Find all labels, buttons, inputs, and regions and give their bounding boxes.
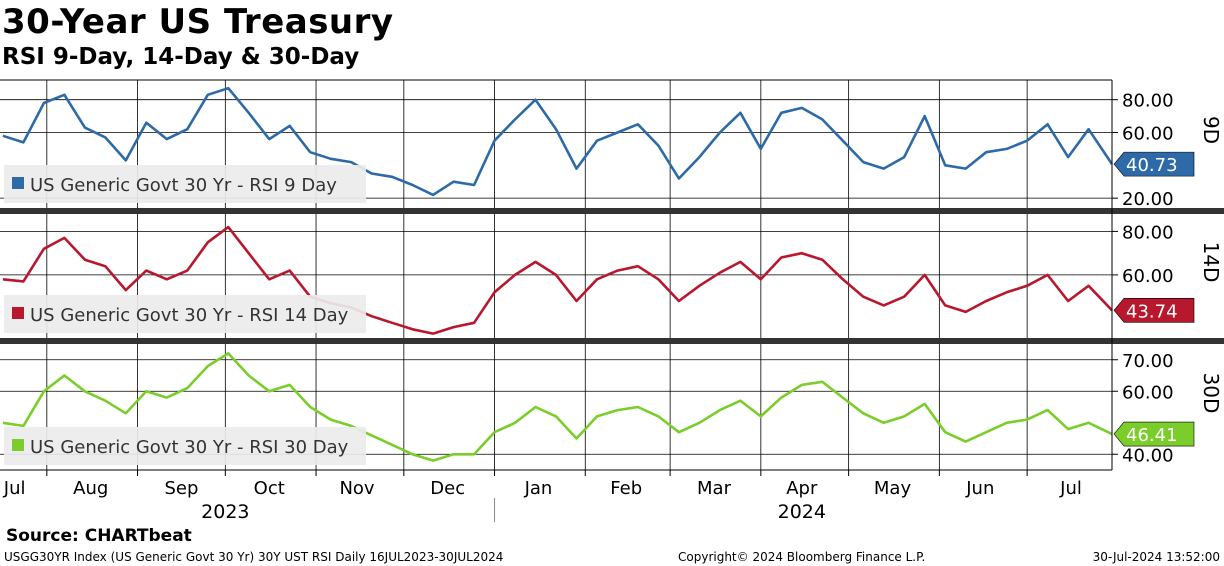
legend-label: US Generic Govt 30 Yr - RSI 9 Day (30, 175, 337, 196)
y-tick-label: 80.00 (1122, 91, 1174, 112)
last-value-tag (1113, 151, 1195, 177)
year-label: 2024 (778, 501, 826, 523)
x-tick-label: Jul (1059, 478, 1082, 499)
y-tick-label: 80.00 (1122, 222, 1174, 243)
x-tick-label: Jul (3, 478, 26, 499)
x-tick-label: Feb (610, 478, 642, 499)
x-tick-label: Mar (697, 478, 732, 499)
legend-label: US Generic Govt 30 Yr - RSI 14 Day (30, 305, 349, 326)
y-tick-label: 40.00 (1122, 445, 1174, 466)
x-tick-label: Jun (965, 478, 994, 499)
legend-box (4, 427, 366, 465)
last-value-label: 46.41 (1126, 425, 1178, 446)
y-tick-label: 60.00 (1122, 266, 1174, 287)
year-label: 2023 (201, 501, 249, 523)
x-tick-label: Jan (524, 478, 553, 499)
panel-separator (0, 338, 1224, 344)
legend-swatch (12, 439, 24, 451)
y-tick-label: 60.00 (1122, 382, 1174, 403)
panel-label: 9D (1199, 116, 1223, 144)
series-line-14d (2, 225, 1113, 335)
last-value-label: 40.73 (1126, 155, 1178, 176)
panel-label: 14D (1199, 242, 1223, 283)
x-tick-label: Nov (339, 478, 374, 499)
x-tick-label: Sep (164, 478, 198, 499)
legend-box (4, 165, 366, 203)
panel-separator (0, 208, 1224, 214)
index-info: USGG30YR Index (US Generic Govt 30 Yr) 3… (4, 550, 504, 564)
copyright: Copyright© 2024 Bloomberg Finance L.P. (678, 550, 926, 564)
legend-box (4, 295, 366, 333)
last-value-tag (1113, 297, 1195, 323)
x-tick-label: Oct (254, 478, 285, 499)
timestamp: 30-Jul-2024 13:52:00 (1092, 550, 1220, 564)
y-tick-label: 70.00 (1122, 351, 1174, 372)
x-tick-label: Dec (430, 478, 465, 499)
series-line-9d (2, 86, 1114, 197)
chart-subtitle: RSI 9-Day, 14-Day & 30-Day (2, 44, 360, 70)
x-tick-label: Aug (73, 478, 108, 499)
chart-title: 30-Year US Treasury (2, 2, 394, 42)
x-tick-label: May (874, 478, 912, 499)
legend-swatch (12, 177, 24, 189)
last-value-label: 43.74 (1126, 301, 1178, 322)
source-label: Source: CHARTbeat (6, 526, 192, 546)
legend-swatch (12, 307, 24, 319)
series-line-30d (2, 352, 1113, 462)
y-tick-label: 60.00 (1122, 124, 1174, 145)
legend-label: US Generic Govt 30 Yr - RSI 30 Day (30, 437, 349, 458)
y-tick-label: 20.00 (1122, 189, 1174, 210)
panel-label: 30D (1199, 373, 1223, 414)
x-tick-label: Apr (786, 478, 818, 499)
last-value-tag (1113, 421, 1195, 447)
